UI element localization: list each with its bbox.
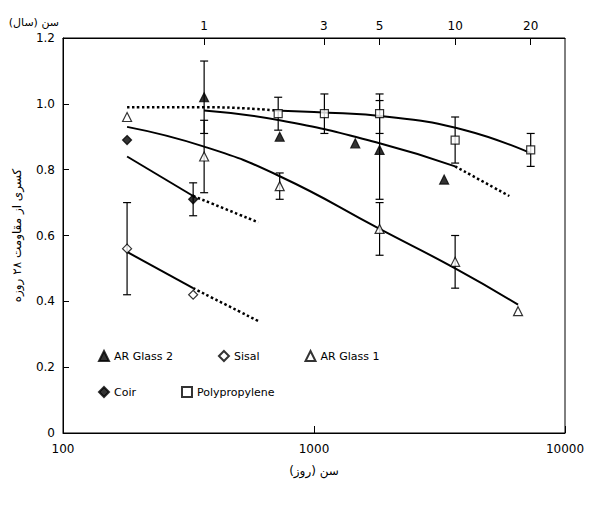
- svg-text:Sisal: Sisal: [234, 350, 260, 363]
- svg-text:سن (سال): سن (سال): [9, 16, 59, 29]
- svg-text:0.2: 0.2: [36, 360, 55, 374]
- svg-text:سن (روز): سن (روز): [289, 464, 339, 479]
- svg-text:1.2: 1.2: [36, 31, 55, 45]
- svg-text:5: 5: [376, 19, 384, 33]
- svg-text:0.8: 0.8: [36, 163, 55, 177]
- svg-text:1000: 1000: [299, 442, 330, 456]
- svg-text:1.0: 1.0: [36, 97, 55, 111]
- svg-text:1: 1: [200, 19, 208, 33]
- svg-text:Polypropylene: Polypropylene: [197, 386, 275, 399]
- svg-text:Coir: Coir: [114, 386, 136, 399]
- svg-text:10: 10: [447, 19, 462, 33]
- svg-text:100: 100: [52, 442, 75, 456]
- svg-text:0.4: 0.4: [36, 294, 55, 308]
- svg-text:AR Glass 2: AR Glass 2: [114, 350, 173, 363]
- svg-text:AR Glass 1: AR Glass 1: [321, 350, 380, 363]
- svg-text:کسری از مقاومت ۲۸ روزه: کسری از مقاومت ۲۸ روزه: [10, 168, 25, 302]
- svg-text:20: 20: [523, 19, 538, 33]
- svg-text:0: 0: [47, 426, 55, 440]
- svg-text:3: 3: [320, 19, 328, 33]
- svg-text:0.6: 0.6: [36, 229, 55, 243]
- svg-text:10000: 10000: [546, 442, 584, 456]
